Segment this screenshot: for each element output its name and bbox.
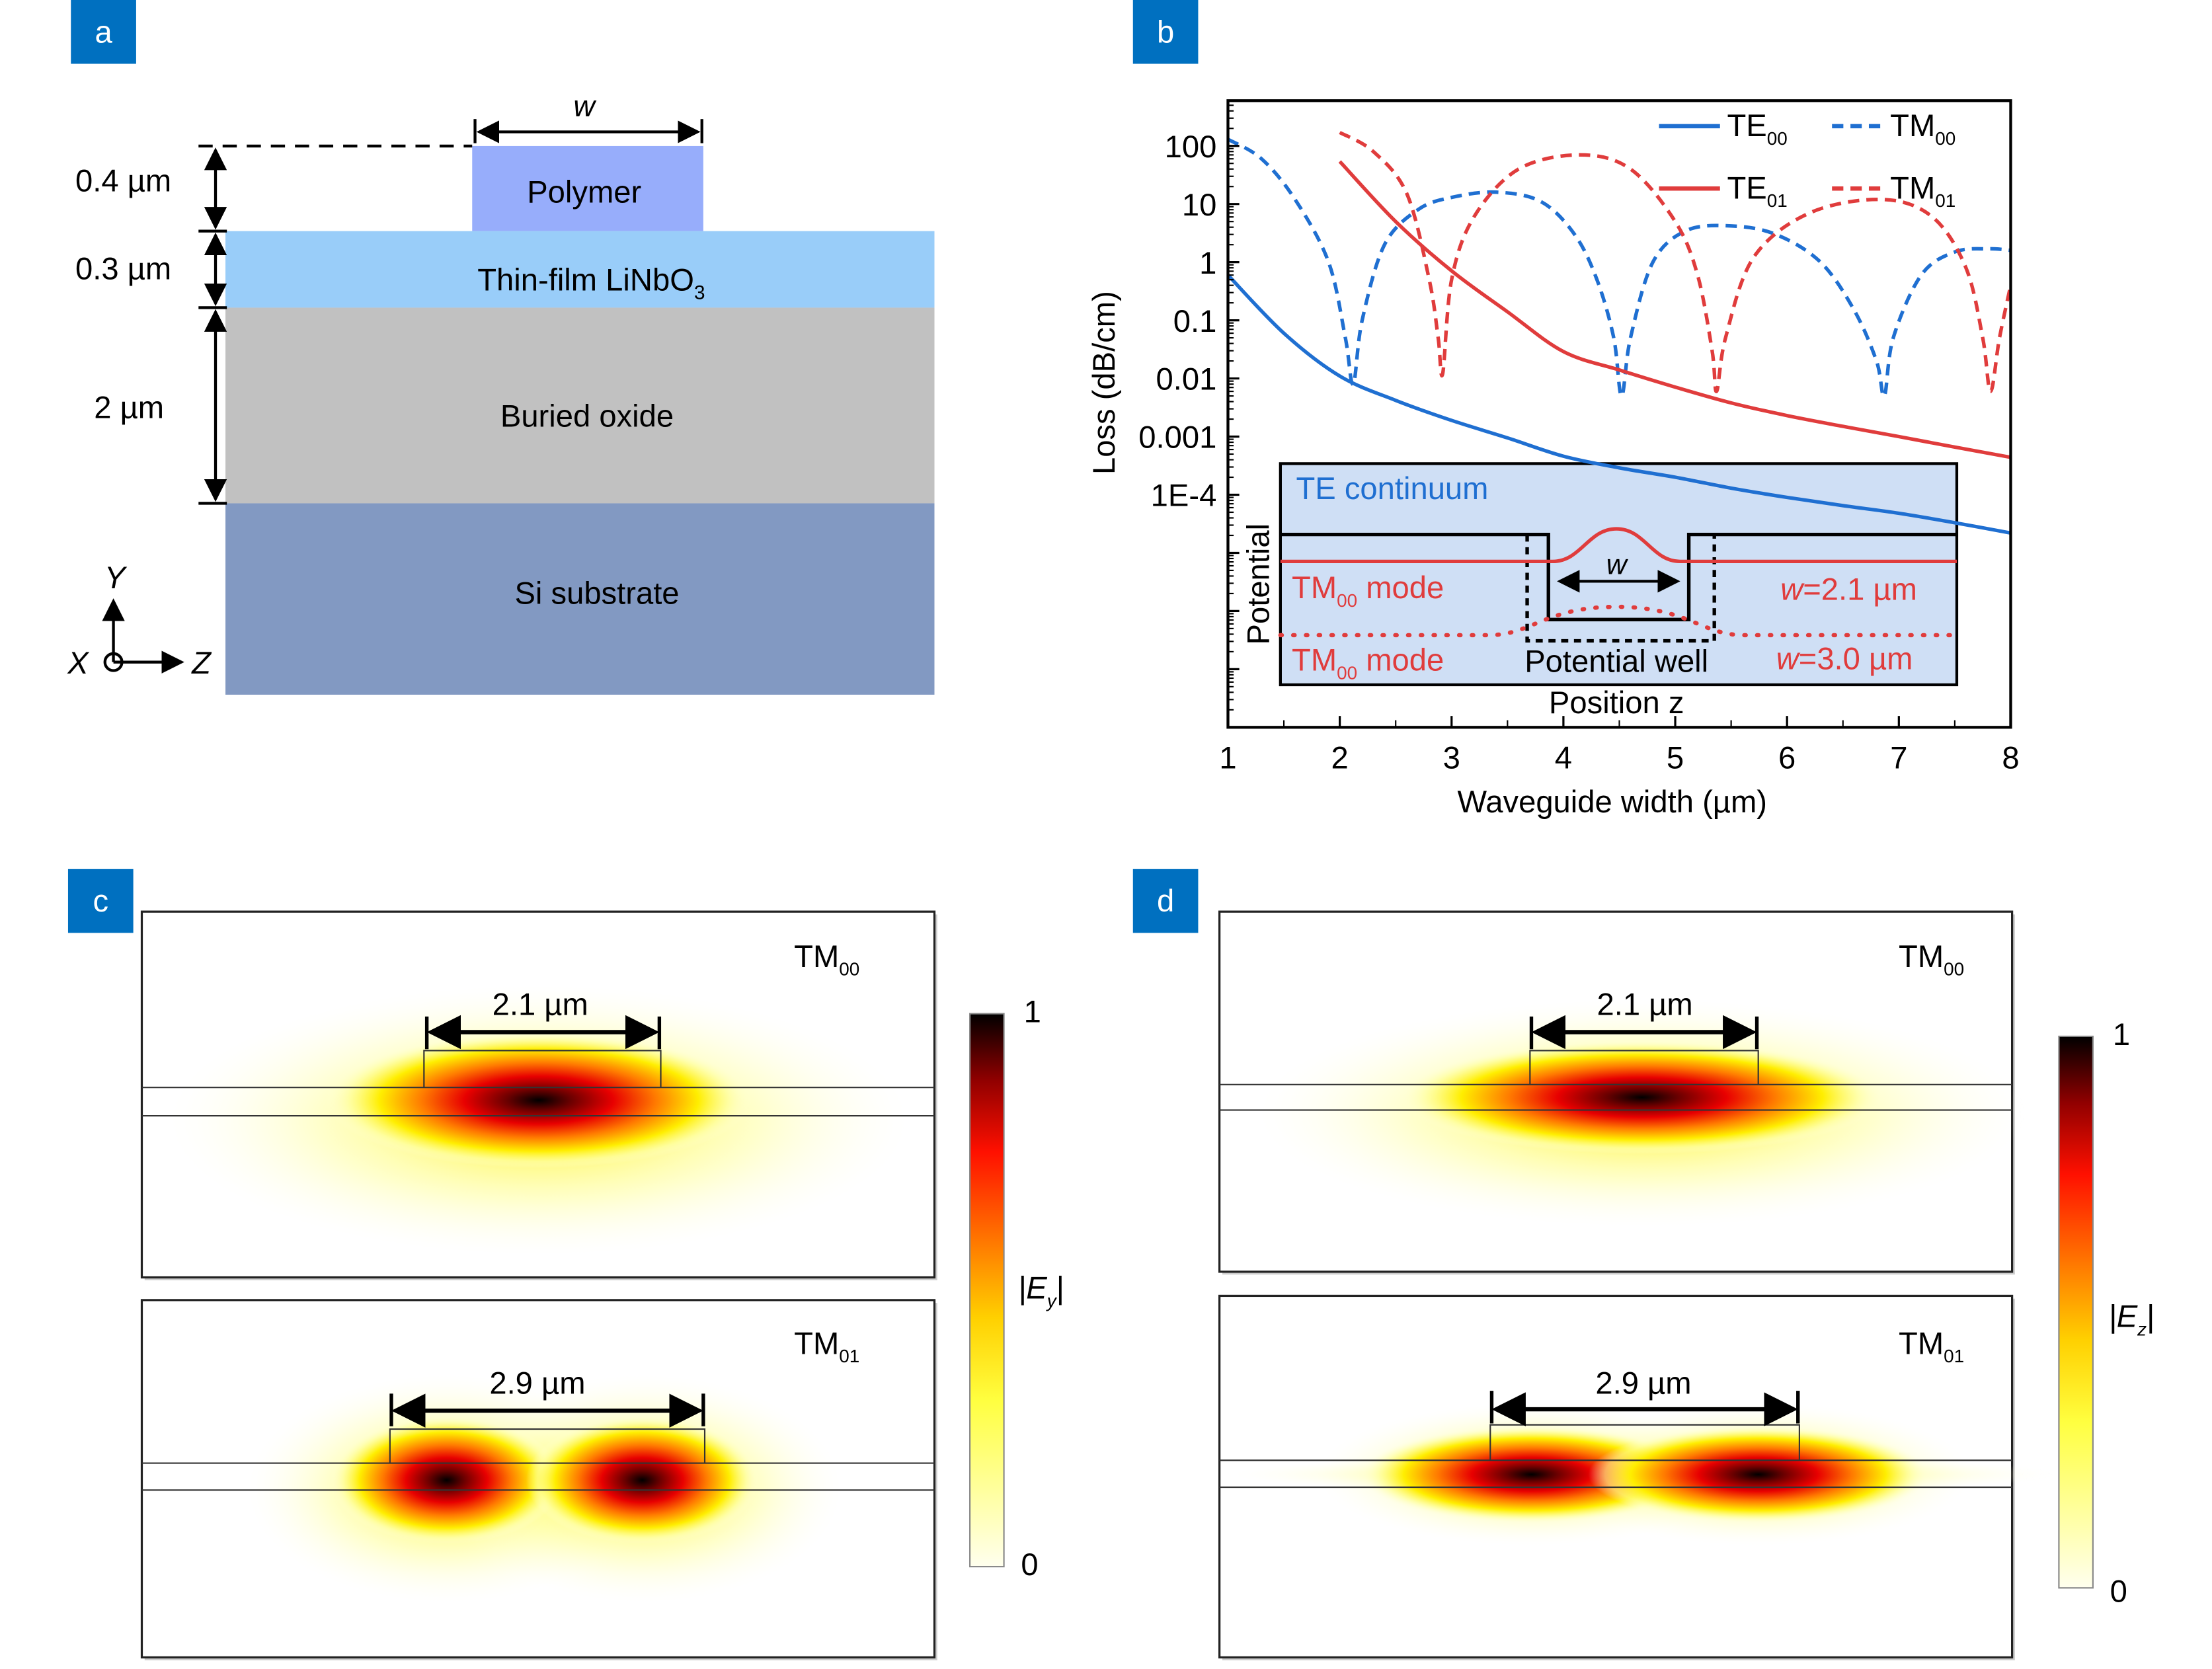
- layer-linbo3-label: Thin-film LiNbO3: [477, 262, 705, 304]
- field-map-c-tm00: 2.1 µm TM00: [140, 910, 937, 1280]
- svg-text:d: d: [1157, 883, 1174, 918]
- layer-oxide-label: Buried oxide: [500, 399, 674, 434]
- x-tick-label: 6: [1778, 740, 1796, 775]
- series-line-te00: [1226, 274, 2011, 535]
- y-tick-label: 100: [1165, 129, 1217, 164]
- svg-text:TM01: TM01: [1899, 1325, 1964, 1366]
- svg-text:2.1 µm: 2.1 µm: [1597, 987, 1693, 1022]
- series-line-tm01: [1339, 131, 2013, 393]
- thickness-oxide: 2 µm: [94, 390, 164, 425]
- panel-label-d: d: [1132, 869, 1199, 933]
- panel-a-cross-section: Polymer Thin-film LiNbO3 Buried oxide Si…: [67, 89, 935, 695]
- y-tick-label: 1: [1199, 245, 1216, 280]
- colorbar-c: 1 0 |Ey|: [969, 993, 1064, 1582]
- colorbar-d: 1 0 |Ez|: [2058, 1017, 2154, 1609]
- x-tick-label: 3: [1443, 740, 1460, 775]
- layer-linbo3: [225, 231, 935, 308]
- svg-text:2.9 µm: 2.9 µm: [1595, 1365, 1691, 1400]
- panel-c-field-maps: 2.1 µm TM00 2.9 µm TM01 1 0 |Ey|: [140, 910, 1064, 1660]
- svg-text:X: X: [67, 645, 89, 680]
- inset-potential-diagram: TE continuum w TM00 mode TM00 mode w=2.1…: [1241, 462, 1959, 720]
- svg-text:a: a: [95, 14, 112, 49]
- y-axis-label: Loss (dB/cm): [1086, 291, 1121, 475]
- legend-tm01: TM01: [1890, 170, 1955, 211]
- inset-w1-label: w=2.1 µm: [1780, 571, 1917, 606]
- panel-label-a: a: [71, 0, 136, 64]
- layer-polymer-label: Polymer: [527, 175, 641, 210]
- legend-te00: TE00: [1727, 108, 1787, 149]
- thickness-polymer: 0.4 µm: [75, 163, 171, 198]
- legend: TE00 TM00 TE01 TM01: [1659, 108, 1955, 211]
- coordinate-axes-icon: Y X Z: [67, 560, 212, 680]
- inset-xlabel: Position z: [1549, 685, 1684, 720]
- svg-text:Y: Y: [104, 560, 128, 595]
- svg-text:1: 1: [2113, 1017, 2130, 1052]
- inset-title: TE continuum: [1296, 471, 1488, 506]
- svg-text:w: w: [1606, 549, 1629, 581]
- layer-oxide: [225, 307, 935, 504]
- y-tick-label: 0.1: [1173, 303, 1217, 338]
- y-tick-label: 0.001: [1138, 420, 1216, 455]
- loss-chart: TE continuum w TM00 mode TM00 mode w=2.1…: [1086, 99, 2020, 819]
- svg-text:c: c: [93, 883, 108, 918]
- svg-text:0: 0: [1021, 1547, 1038, 1582]
- potential-well-solid: [1280, 532, 1957, 622]
- svg-text:1: 1: [1024, 993, 1041, 1029]
- x-tick-label: 8: [2002, 740, 2019, 775]
- svg-text:2.9 µm: 2.9 µm: [489, 1365, 585, 1400]
- axis-ticks: 1 2 3 4 5 6 7 8 100 10 1 0.1 0.01 0.001 1E-4: [1138, 100, 2020, 775]
- legend-te01: TE01: [1727, 170, 1787, 211]
- y-tick-label: 1E-4: [1151, 478, 1217, 513]
- field-map-c-tm01: 2.9 µm TM01: [140, 1299, 937, 1660]
- thickness-arrows: [198, 147, 227, 505]
- thickness-linbo3: 0.3 µm: [75, 251, 171, 286]
- mode-profile-solid: [1280, 527, 1957, 564]
- x-tick-label: 4: [1555, 740, 1572, 775]
- legend-tm00: TM00: [1890, 108, 1955, 149]
- panel-label-c: c: [67, 869, 134, 933]
- layer-substrate: [225, 503, 935, 695]
- svg-text:b: b: [1157, 14, 1174, 49]
- x-tick-label: 7: [1890, 740, 1907, 775]
- layer-substrate-label: Si substrate: [514, 576, 679, 611]
- panel-d-field-maps: 2.1 µm TM00 2.9 µm TM01 1 0 |Ez|: [1218, 910, 2154, 1660]
- potential-well-dashed: [1525, 534, 1716, 643]
- y-tick-label: 0.01: [1156, 362, 1217, 397]
- svg-text:|Ez|: |Ez|: [2108, 1299, 2154, 1340]
- field-map-d-tm00: 2.1 µm TM00: [1218, 910, 2025, 1275]
- series-line-te01: [1338, 160, 2011, 459]
- inset-w2-label: w=3.0 µm: [1776, 640, 1913, 676]
- x-tick-label: 5: [1667, 740, 1684, 775]
- svg-text:|Ey|: |Ey|: [1018, 1270, 1064, 1311]
- inset-ylabel: Potential: [1241, 524, 1276, 645]
- svg-text:Z: Z: [191, 645, 212, 680]
- x-tick-label: 1: [1219, 740, 1236, 775]
- svg-text:TM00: TM00: [1899, 939, 1964, 980]
- layer-polymer: [472, 145, 703, 231]
- svg-text:2.1 µm: 2.1 µm: [493, 987, 588, 1022]
- svg-text:TM01: TM01: [794, 1325, 859, 1366]
- field-map-d-tm01: 2.9 µm TM01: [1218, 1294, 2057, 1660]
- panel-label-b: b: [1132, 0, 1199, 64]
- series-layer: [1226, 131, 2013, 535]
- x-axis-label: Waveguide width (µm): [1458, 784, 1767, 819]
- svg-text:0: 0: [2110, 1574, 2127, 1609]
- width-symbol: w: [573, 89, 596, 123]
- inset-mode1-label: TM00 mode: [1292, 570, 1444, 611]
- inset-well-label: Potential well: [1524, 644, 1708, 679]
- inset-mode2-label: TM00 mode: [1292, 642, 1444, 683]
- y-tick-label: 10: [1182, 187, 1216, 222]
- svg-text:TM00: TM00: [794, 939, 859, 980]
- x-tick-label: 2: [1331, 740, 1348, 775]
